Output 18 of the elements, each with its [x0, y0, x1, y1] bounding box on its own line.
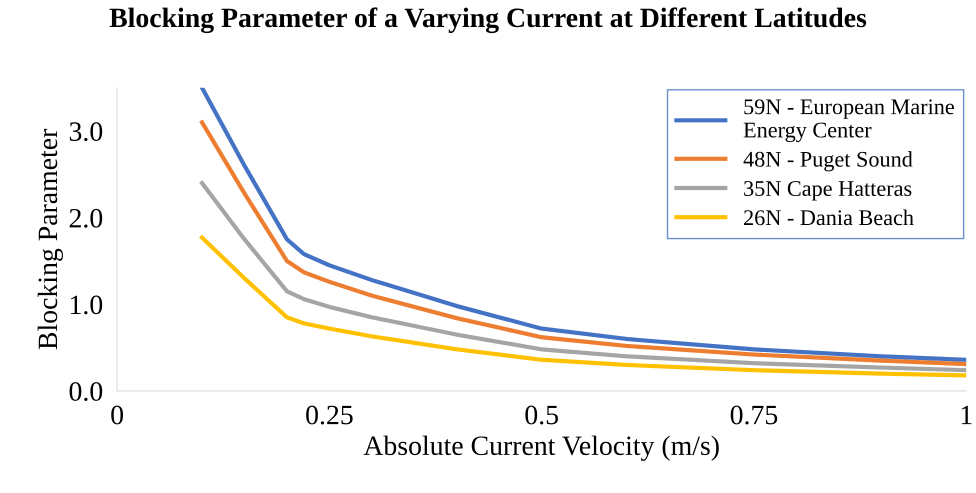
- legend-label: 59N - European Marine Energy Center: [744, 99, 954, 142]
- line-series: [200, 236, 966, 378]
- x-tick-label: 0.25: [306, 406, 353, 425]
- x-tick-label: 0: [111, 406, 124, 424]
- x-axis-title: Absolute Current Velocity (m/s): [364, 436, 719, 461]
- chart-title: Blocking Parameter of a Varying Current at Different Latitudes: [110, 7, 866, 34]
- x-tick-label: 0.75: [730, 406, 778, 425]
- y-axis-title: Blocking Parameter: [38, 128, 63, 350]
- y-tick-label: 0.0: [70, 382, 102, 401]
- legend-label: 35N Cape Hatteras: [744, 181, 912, 201]
- y-tick-label: 1.0: [70, 295, 102, 314]
- line-series: [200, 180, 966, 372]
- y-tick-label: 2.0: [70, 208, 102, 228]
- x-tick-label: 1: [962, 406, 972, 424]
- legend-label: 48N - Puget Sound: [744, 151, 913, 172]
- y-tick-label: 3.0: [70, 122, 102, 142]
- x-tick-label: 0.5: [525, 406, 558, 425]
- legend-label: 26N - Dania Beach: [744, 210, 914, 226]
